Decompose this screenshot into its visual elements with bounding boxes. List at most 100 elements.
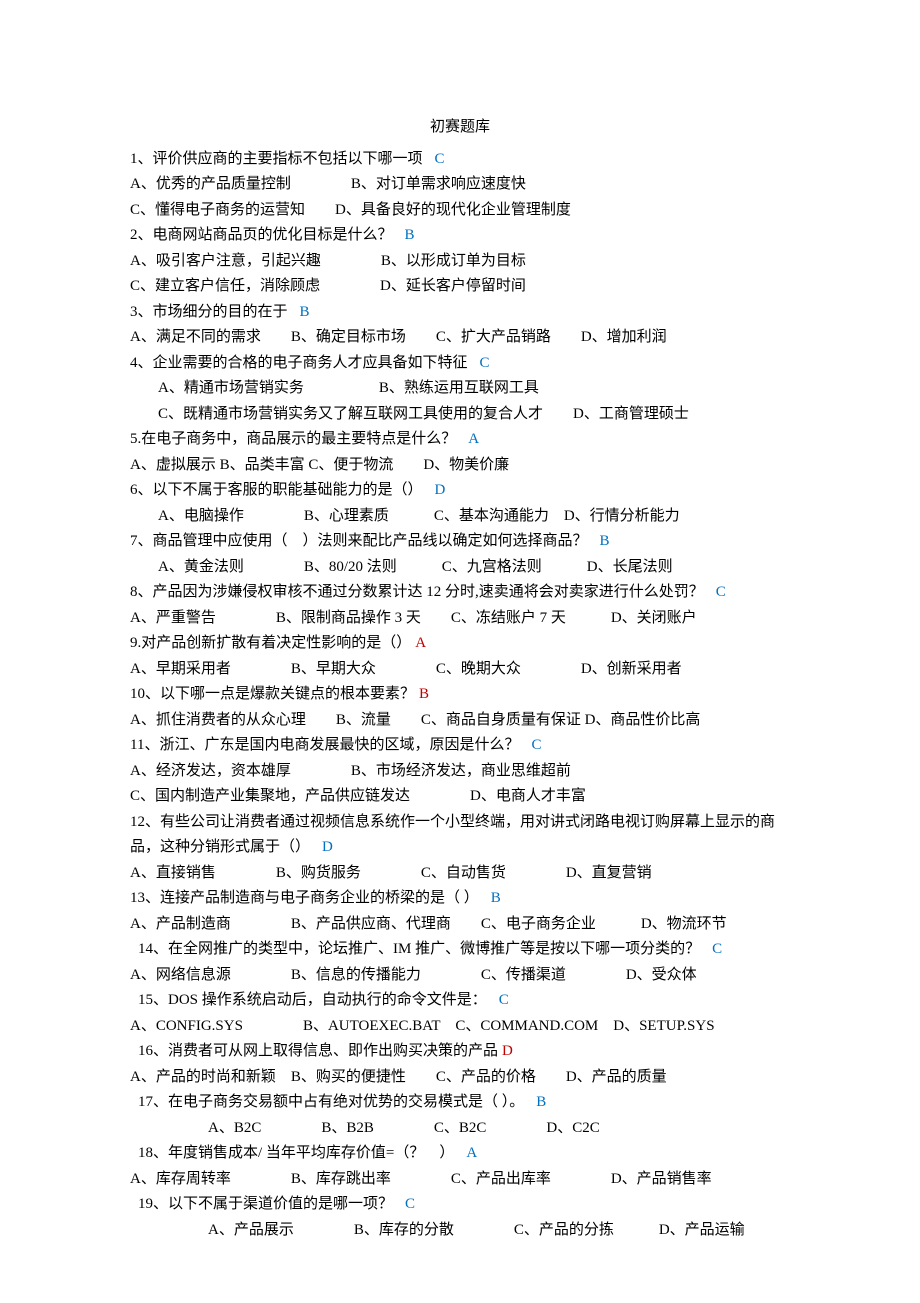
question-block: 4、企业需要的合格的电子商务人才应具备如下特征 C A、精通市场营销实务 B、熟练运… <box>130 351 790 428</box>
question-number-and-text: 9.对产品创新扩散有着决定性影响的是（） <box>130 635 411 651</box>
question-number-and-text: 12、有些公司让消费者通过视频信息系统作一个小型终端，用对讲式闭路电视订购屏幕上… <box>130 814 775 856</box>
question-stem: 8、产品因为涉嫌侵权审核不通过分数累计达 12 分时,速卖通将会对卖家进行什么处… <box>130 580 790 606</box>
answer-key: B <box>419 686 429 702</box>
question-block: 3、市场细分的目的在于 B A、满足不同的需求 B、确定目标市场 C、扩大产品销路 … <box>130 300 790 351</box>
question-block: 12、有些公司让消费者通过视频信息系统作一个小型终端，用对讲式闭路电视订购屏幕上… <box>130 810 790 887</box>
question-stem: 10、以下哪一点是爆款关键点的根本要素？B <box>130 682 790 708</box>
answer-key: C <box>499 992 509 1008</box>
options-line: C、懂得电子商务的运营知 D、具备良好的现代化企业管理制度 <box>130 198 790 224</box>
question-number-and-text: 10、以下哪一点是爆款关键点的根本要素？ <box>130 686 415 702</box>
question-block: 2、电商网站商品页的优化目标是什么？BA、吸引客户注意，引起兴趣 B、以形成订单… <box>130 223 790 300</box>
question-block: 15、DOS 操作系统启动后，自动执行的命令文件是： C A、CONFIG.SYS… <box>130 988 790 1039</box>
options-line: A、电脑操作 B、心理素质 C、基本沟通能力 D、行情分析能力 <box>130 504 790 530</box>
question-number-and-text: 7、商品管理中应使用（ ）法则来配比产品线以确定如何选择商品？ <box>130 533 588 549</box>
options-line: A、早期采用者 B、早期大众 C、晚期大众 D、创新采用者 <box>130 657 790 683</box>
page-title: 初赛题库 <box>130 115 790 141</box>
options-line: C、国内制造产业集聚地，产品供应链发达 D、电商人才丰富 <box>130 784 790 810</box>
question-stem: 14、在全网推广的类型中，论坛推广、IM 推广、微博推广等是按以下哪一项分类的？… <box>130 937 790 963</box>
options-line: A、网络信息源 B、信息的传播能力 C、传播渠道 D、受众体 <box>130 963 790 989</box>
options-line: A、黄金法则 B、80/20 法则 C、九宫格法则 D、长尾法则 <box>130 555 790 581</box>
question-number-and-text: 3、市场细分的目的在于 <box>130 304 288 320</box>
answer-key: B <box>300 304 310 320</box>
question-stem: 18、年度销售成本/ 当年平均库存价值=（？ ） A <box>130 1141 790 1167</box>
answer-key: C <box>712 941 722 957</box>
answer-key: A <box>466 1145 477 1161</box>
answer-key: D <box>502 1043 513 1059</box>
question-number-and-text: 18、年度销售成本/ 当年平均库存价值=（？ ） <box>138 1145 454 1161</box>
question-block: 6、以下不属于客服的职能基础能力的是（） D A、电脑操作 B、心理素质 C、基本沟… <box>130 478 790 529</box>
answer-key: B <box>491 890 501 906</box>
question-block: 19、以下不属于渠道价值的是哪一项？ C A、产品展示 B、库存的分散 C、产品的分… <box>130 1192 790 1243</box>
options-line: A、优秀的产品质量控制 B、对订单需求响应速度快 <box>130 172 790 198</box>
question-number-and-text: 16、消费者可从网上取得信息、即作出购买决策的产品 <box>138 1043 498 1059</box>
question-number-and-text: 15、DOS 操作系统启动后，自动执行的命令文件是： <box>138 992 487 1008</box>
question-stem: 19、以下不属于渠道价值的是哪一项？ C <box>130 1192 790 1218</box>
question-block: 17、在电子商务交易额中占有绝对优势的交易模式是（ ）。 B A、B2C B、B2B… <box>130 1090 790 1141</box>
options-line: A、满足不同的需求 B、确定目标市场 C、扩大产品销路 D、增加利润 <box>130 325 790 351</box>
question-stem: 12、有些公司让消费者通过视频信息系统作一个小型终端，用对讲式闭路电视订购屏幕上… <box>130 810 790 861</box>
answer-key: D <box>322 839 333 855</box>
question-number-and-text: 19、以下不属于渠道价值的是哪一项？ <box>138 1196 393 1212</box>
answer-key: A <box>468 431 479 447</box>
options-line: A、产品的时尚和新颖 B、购买的便捷性 C、产品的价格 D、产品的质量 <box>130 1065 790 1091</box>
question-stem: 11、浙江、广东是国内电商发展最快的区域，原因是什么？ C <box>130 733 790 759</box>
question-stem: 4、企业需要的合格的电子商务人才应具备如下特征 C <box>130 351 790 377</box>
options-line: A、产品展示 B、库存的分散 C、产品的分拣 D、产品运输 <box>130 1218 790 1244</box>
options-line: C、既精通市场营销实务又了解互联网工具使用的复合人才 D、工商管理硕士 <box>130 402 790 428</box>
options-line: A、精通市场营销实务 B、熟练运用互联网工具 <box>130 376 790 402</box>
question-number-and-text: 4、企业需要的合格的电子商务人才应具备如下特征 <box>130 355 468 371</box>
question-block: 11、浙江、广东是国内电商发展最快的区域，原因是什么？ C A、经济发达，资本雄厚 … <box>130 733 790 810</box>
question-block: 5.在电子商务中，商品展示的最主要特点是什么？ A A、虚拟展示 B、品类丰富 C… <box>130 427 790 478</box>
answer-key: A <box>415 635 426 651</box>
answer-key: C <box>480 355 490 371</box>
question-block: 16、消费者可从网上取得信息、即作出购买决策的产品D A、产品的时尚和新颖 B、… <box>130 1039 790 1090</box>
options-line: A、库存周转率 B、库存跳出率 C、产品出库率 D、产品销售率 <box>130 1167 790 1193</box>
question-list: 1、评价供应商的主要指标不包括以下哪一项 C A、优秀的产品质量控制 B、对订单需求… <box>130 147 790 1244</box>
question-block: 1、评价供应商的主要指标不包括以下哪一项 C A、优秀的产品质量控制 B、对订单需求… <box>130 147 790 224</box>
question-block: 13、连接产品制造商与电子商务企业的桥梁的是（ ） B A、产品制造商 B、产品供应… <box>130 886 790 937</box>
question-number-and-text: 6、以下不属于客服的职能基础能力的是（） <box>130 482 423 498</box>
options-line: A、直接销售 B、购货服务 C、自动售货 D、直复营销 <box>130 861 790 887</box>
question-stem: 16、消费者可从网上取得信息、即作出购买决策的产品D <box>130 1039 790 1065</box>
question-stem: 15、DOS 操作系统启动后，自动执行的命令文件是： C <box>130 988 790 1014</box>
question-stem: 6、以下不属于客服的职能基础能力的是（） D <box>130 478 790 504</box>
question-stem: 5.在电子商务中，商品展示的最主要特点是什么？ A <box>130 427 790 453</box>
question-stem: 9.对产品创新扩散有着决定性影响的是（）A <box>130 631 790 657</box>
options-line: A、产品制造商 B、产品供应商、代理商 C、电子商务企业 D、物流环节 <box>130 912 790 938</box>
question-stem: 13、连接产品制造商与电子商务企业的桥梁的是（ ） B <box>130 886 790 912</box>
question-number-and-text: 8、产品因为涉嫌侵权审核不通过分数累计达 12 分时,速卖通将会对卖家进行什么处… <box>130 584 704 600</box>
question-stem: 1、评价供应商的主要指标不包括以下哪一项 C <box>130 147 790 173</box>
options-line: A、吸引客户注意，引起兴趣 B、以形成订单为目标 <box>130 249 790 275</box>
options-line: A、抓住消费者的从众心理 B、流量 C、商品自身质量有保证 D、商品性价比高 <box>130 708 790 734</box>
options-line: C、建立客户信任，消除顾虑 D、延长客户停留时间 <box>130 274 790 300</box>
options-line: A、CONFIG.SYS B、AUTOEXEC.BAT C、COMMAND.CO… <box>130 1014 790 1040</box>
question-number-and-text: 1、评价供应商的主要指标不包括以下哪一项 <box>130 151 423 167</box>
question-block: 9.对产品创新扩散有着决定性影响的是（）AA、早期采用者 B、早期大众 C、晚期… <box>130 631 790 682</box>
answer-key: D <box>435 482 446 498</box>
answer-key: B <box>536 1094 546 1110</box>
answer-key: C <box>531 737 541 753</box>
question-block: 8、产品因为涉嫌侵权审核不通过分数累计达 12 分时,速卖通将会对卖家进行什么处… <box>130 580 790 631</box>
question-stem: 7、商品管理中应使用（ ）法则来配比产品线以确定如何选择商品？ B <box>130 529 790 555</box>
answer-key: C <box>435 151 445 167</box>
options-line: A、严重警告 B、限制商品操作 3 天 C、冻结账户 7 天 D、关闭账户 <box>130 606 790 632</box>
question-block: 14、在全网推广的类型中，论坛推广、IM 推广、微博推广等是按以下哪一项分类的？… <box>130 937 790 988</box>
question-block: 7、商品管理中应使用（ ）法则来配比产品线以确定如何选择商品？ B A、黄金法则 B… <box>130 529 790 580</box>
question-stem: 2、电商网站商品页的优化目标是什么？B <box>130 223 790 249</box>
options-line: A、经济发达，资本雄厚 B、市场经济发达，商业思维超前 <box>130 759 790 785</box>
answer-key: C <box>716 584 726 600</box>
answer-key: B <box>600 533 610 549</box>
question-stem: 17、在电子商务交易额中占有绝对优势的交易模式是（ ）。 B <box>130 1090 790 1116</box>
question-number-and-text: 13、连接产品制造商与电子商务企业的桥梁的是（ ） <box>130 890 479 906</box>
question-stem: 3、市场细分的目的在于 B <box>130 300 790 326</box>
question-number-and-text: 17、在电子商务交易额中占有绝对优势的交易模式是（ ）。 <box>138 1094 524 1110</box>
options-line: A、B2C B、B2B C、B2C D、C2C <box>130 1116 790 1142</box>
question-number-and-text: 11、浙江、广东是国内电商发展最快的区域，原因是什么？ <box>130 737 519 753</box>
question-number-and-text: 5.在电子商务中，商品展示的最主要特点是什么？ <box>130 431 456 447</box>
question-number-and-text: 14、在全网推广的类型中，论坛推广、IM 推广、微博推广等是按以下哪一项分类的？ <box>138 941 700 957</box>
question-number-and-text: 2、电商网站商品页的优化目标是什么？ <box>130 227 393 243</box>
question-block: 10、以下哪一点是爆款关键点的根本要素？BA、抓住消费者的从众心理 B、流量 C… <box>130 682 790 733</box>
options-line: A、虚拟展示 B、品类丰富 C、便于物流 D、物美价廉 <box>130 453 790 479</box>
answer-key: C <box>405 1196 415 1212</box>
question-block: 18、年度销售成本/ 当年平均库存价值=（？ ） A A、库存周转率 B、库存跳出… <box>130 1141 790 1192</box>
